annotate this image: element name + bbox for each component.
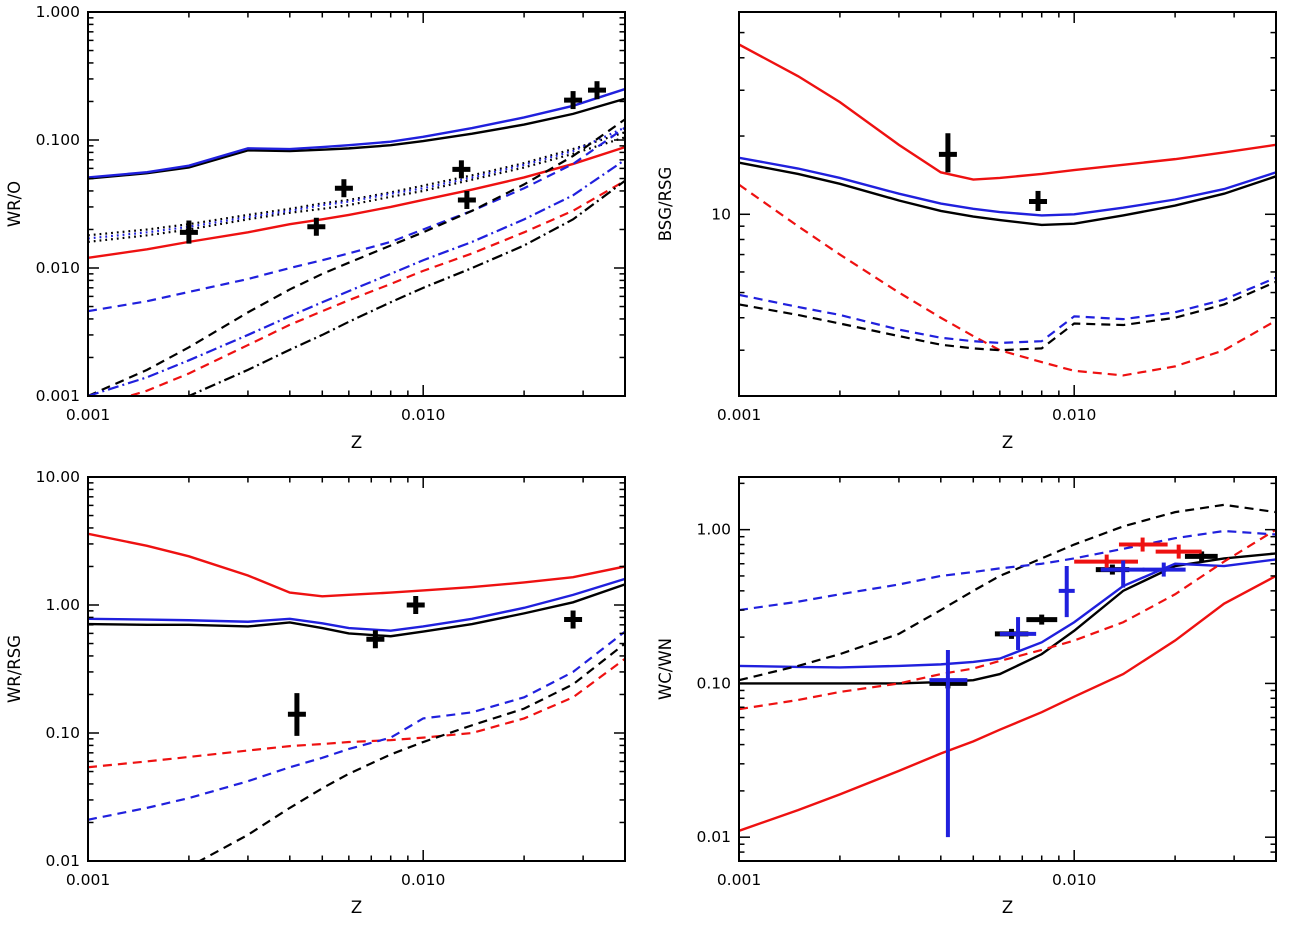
series-dashed-black (739, 503, 1276, 682)
series-solid-black (88, 583, 625, 638)
y-axis-label: WC/WN (656, 638, 675, 700)
data-point (564, 610, 583, 629)
data-point (334, 179, 353, 198)
x-tick-label: 0.010 (401, 406, 445, 424)
tick-labels: 0.001 0.010 10 Z BSG/RSG (656, 167, 1096, 452)
chart-panel-wc-wn: 0.001 0.010 0.01 0.10 1.00 Z WC/WN (651, 465, 1302, 930)
y-axis-label: WR/O (5, 181, 24, 227)
series-dotted-black-upper (88, 131, 625, 237)
x-tick-label: 0.010 (1052, 871, 1096, 889)
series-solid-blue (88, 87, 625, 179)
data-point (457, 190, 476, 209)
y-tick-label: 0.10 (696, 674, 731, 692)
chart-panel-wr-o: 0.001 0.010 0.001 0.010 0.100 1.000 Z WR/O (0, 0, 651, 465)
y-tick-label: 1.000 (36, 3, 80, 21)
series-dashed-black (197, 642, 625, 861)
series-solid-black (88, 97, 625, 180)
tick-labels: 0.001 0.010 0.01 0.10 1.00 10.00 Z WR/RSG (5, 468, 445, 917)
data-point (406, 596, 425, 614)
series-dashed-blue (739, 529, 1276, 612)
plot-frame (738, 476, 1277, 862)
data-point (1100, 560, 1145, 588)
x-tick-label: 0.010 (401, 871, 445, 889)
plot-frame (87, 11, 626, 397)
x-tick-label: 0.010 (1052, 406, 1096, 424)
y-tick-label: 0.100 (36, 131, 80, 149)
x-axis-label: Z (1002, 433, 1013, 452)
series-dashed-red (88, 657, 625, 769)
series-solid-red (739, 574, 1276, 832)
chart-panel-bsg-rsg: 0.001 0.010 10 Z BSG/RSG (651, 0, 1302, 465)
x-axis-label: Z (351, 898, 362, 917)
series-dashed-blue (88, 630, 625, 821)
series-dashed-red (739, 183, 1276, 377)
y-axis-label: WR/RSG (5, 635, 24, 703)
series-dashed-red (739, 528, 1276, 711)
x-axis-label: Z (351, 433, 362, 452)
data-point (307, 217, 326, 236)
series-solid-red (88, 145, 625, 260)
data-point (1074, 554, 1138, 569)
tick-labels: 0.001 0.010 0.001 0.010 0.100 1.000 Z WR/O (5, 3, 445, 452)
data-point (366, 630, 385, 649)
data-point (929, 649, 968, 838)
data-point (179, 220, 198, 244)
data-point (287, 693, 306, 736)
data-point (938, 133, 957, 173)
y-tick-label: 1.00 (45, 596, 80, 614)
data-point (1142, 562, 1186, 577)
data-point (1118, 537, 1168, 552)
series-dashed-red (125, 179, 625, 396)
y-tick-label: 0.01 (696, 828, 731, 846)
x-tick-label: 0.001 (66, 871, 110, 889)
series-solid-black (739, 161, 1276, 227)
series-solid-red (88, 532, 625, 598)
data-point (1026, 614, 1058, 625)
data-point (1155, 544, 1202, 559)
data-point (587, 81, 606, 100)
y-tick-label: 0.001 (36, 387, 80, 405)
series-dashed-blue (739, 276, 1276, 345)
series-solid-red (739, 43, 1276, 181)
y-axis-label: BSG/RSG (656, 167, 675, 242)
chart-panel-wr-rsg: 0.001 0.010 0.01 0.10 1.00 10.00 Z WR/RSG (0, 465, 651, 930)
ticks (738, 477, 1277, 862)
y-tick-label: 10 (711, 205, 731, 223)
y-tick-label: 1.00 (696, 521, 731, 539)
data-point (564, 91, 583, 110)
data-point (1029, 190, 1048, 211)
y-tick-label: 0.10 (45, 724, 80, 742)
x-axis-label: Z (1002, 898, 1013, 917)
data-point (452, 160, 471, 179)
x-tick-label: 0.001 (717, 406, 761, 424)
plot-frame (87, 476, 626, 862)
ticks (738, 11, 1277, 397)
plot-frame (738, 11, 1277, 397)
series-dashdot-blue (88, 158, 625, 396)
series-solid-blue (739, 156, 1276, 217)
data-point (1058, 566, 1075, 618)
ticks (87, 476, 626, 862)
series-solid-blue (88, 577, 625, 632)
y-tick-label: 0.010 (36, 259, 80, 277)
data-point (999, 617, 1037, 650)
tick-labels: 0.001 0.010 0.01 0.10 1.00 Z WC/WN (656, 521, 1096, 917)
x-tick-label: 0.001 (66, 406, 110, 424)
y-tick-label: 0.01 (45, 852, 80, 870)
series-dotted-black-lower (88, 136, 625, 243)
series-solid-black (739, 552, 1276, 685)
series-dashed-black (739, 280, 1276, 352)
series-dashed-black (88, 118, 625, 396)
x-tick-label: 0.001 (717, 871, 761, 889)
series-dashed-blue (88, 126, 625, 313)
y-tick-label: 10.00 (36, 468, 80, 486)
ticks (87, 11, 626, 397)
series-solid-blue (739, 558, 1276, 669)
